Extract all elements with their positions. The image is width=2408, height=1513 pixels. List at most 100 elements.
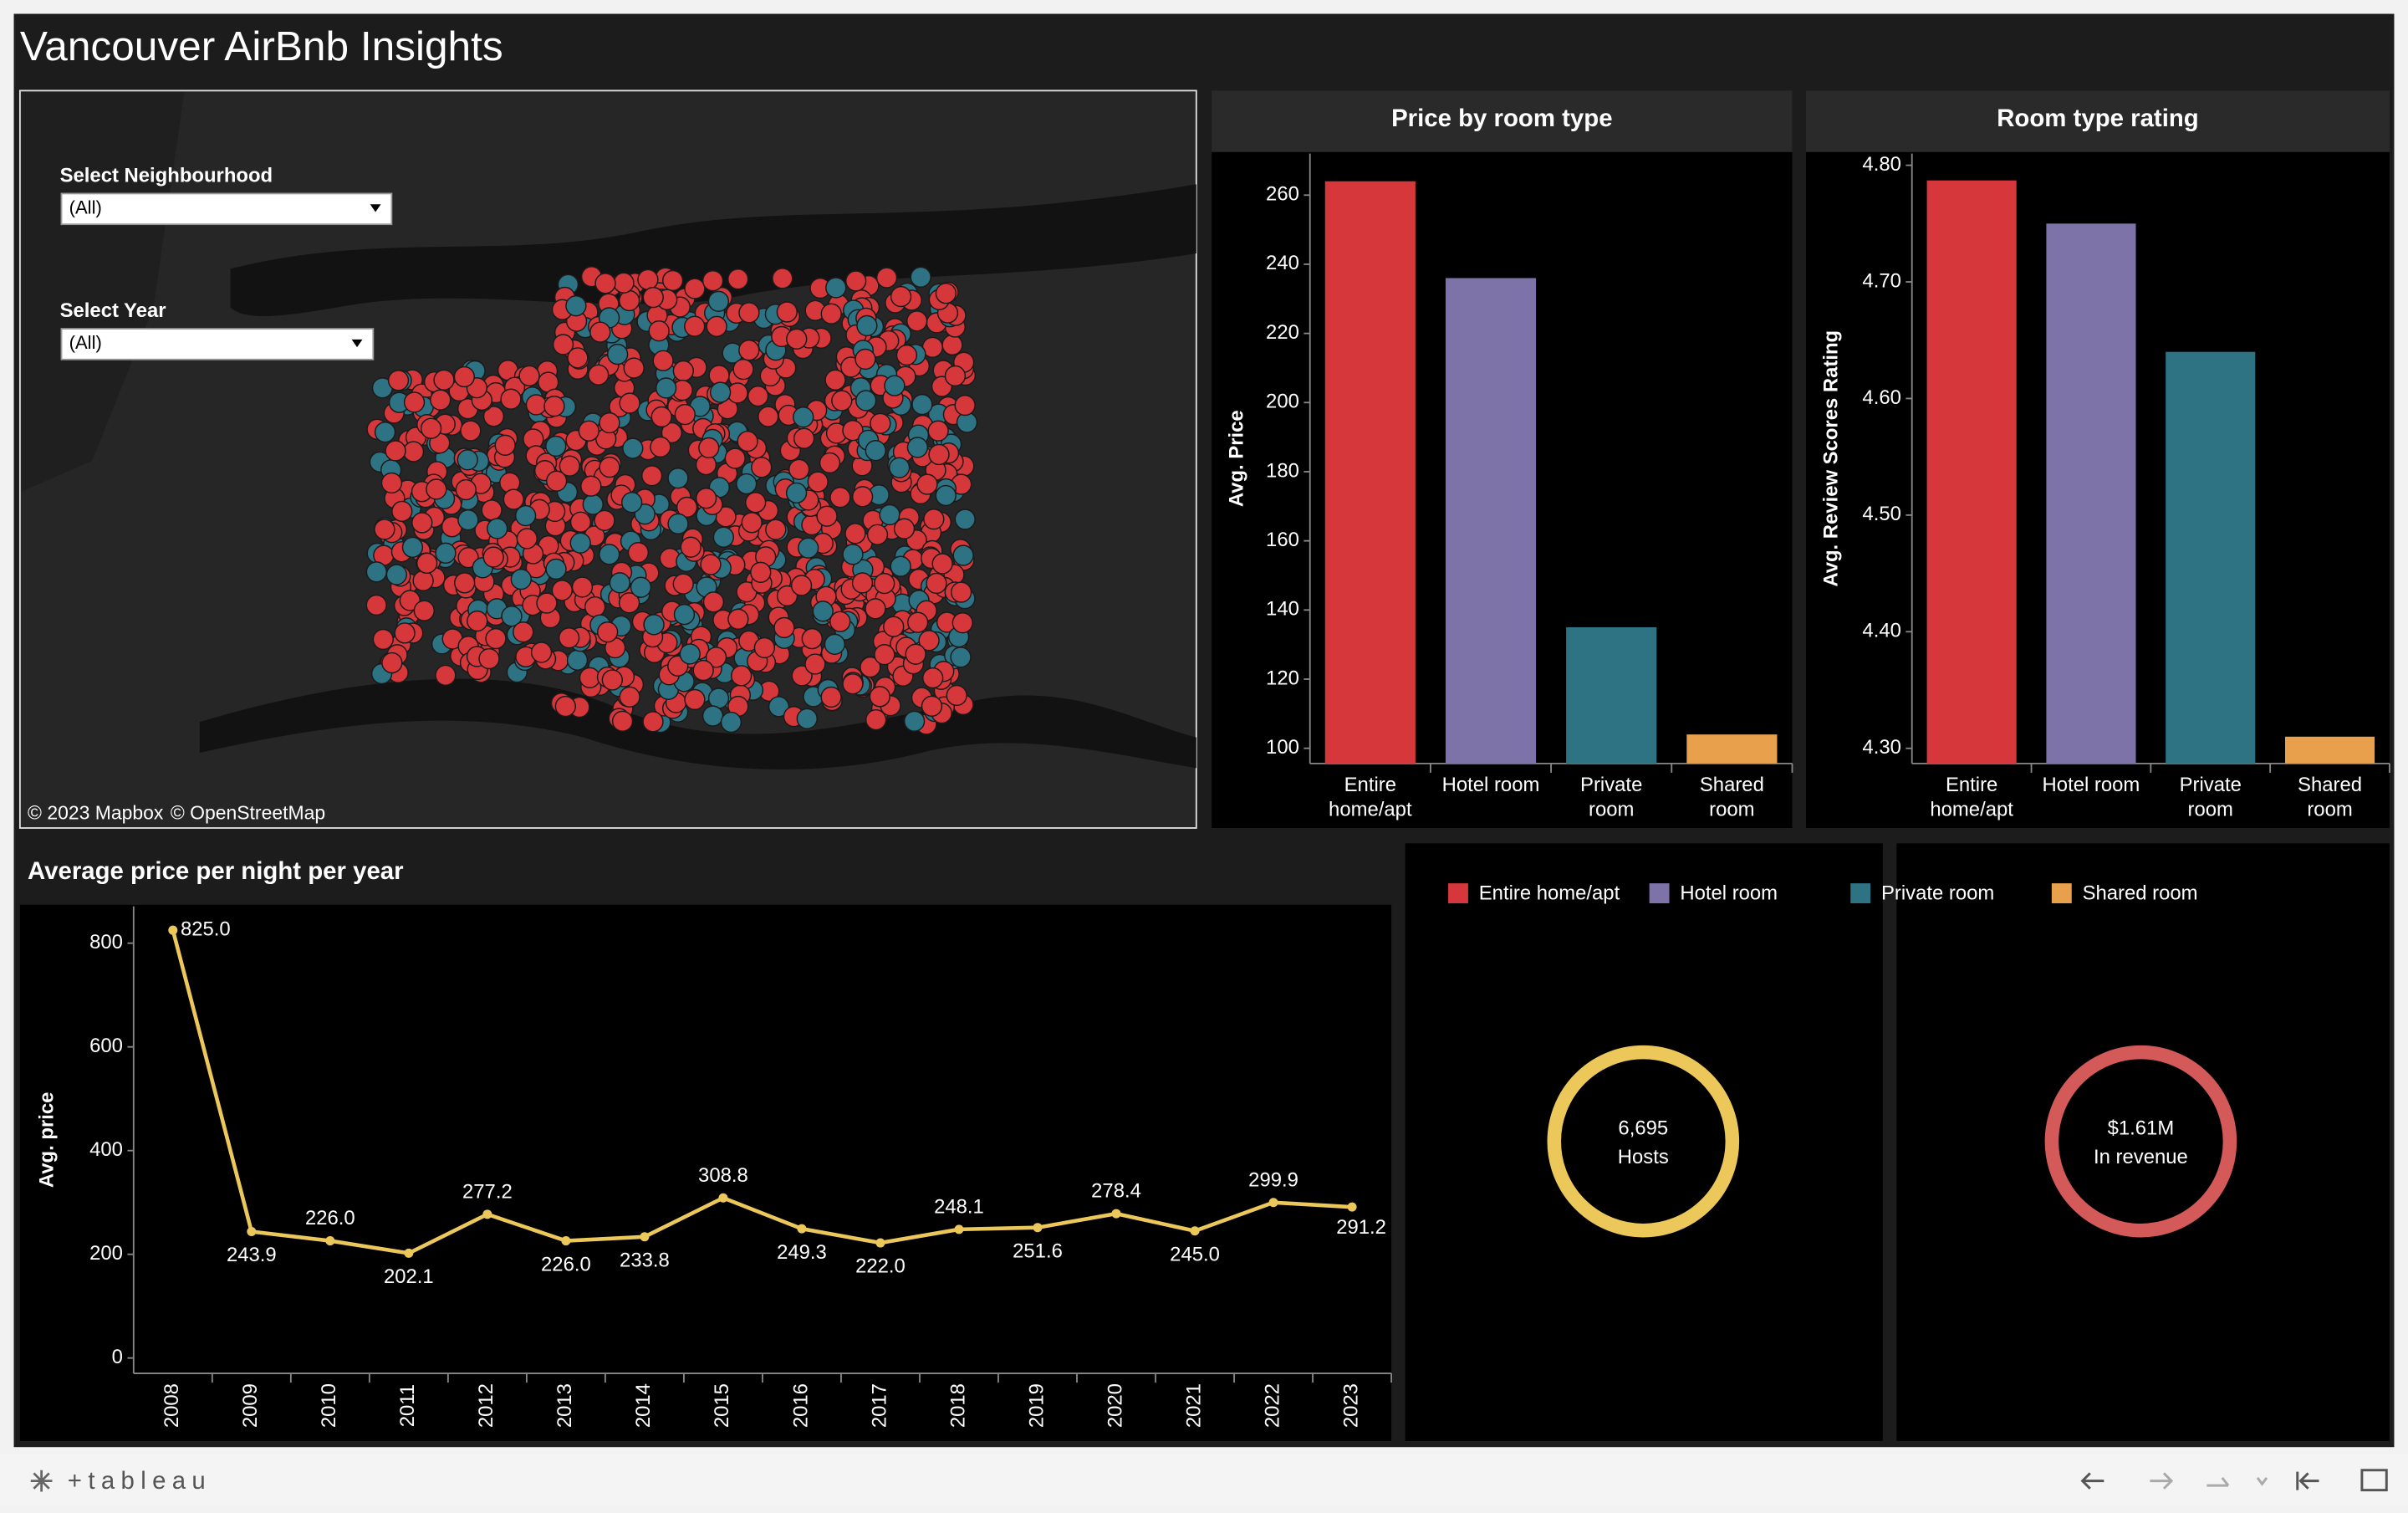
listing-dot [620, 492, 643, 514]
listing-dot [796, 708, 818, 729]
listing-dot [387, 370, 410, 391]
listing-dot [596, 621, 619, 643]
y-tick-label: 240 [1266, 252, 1299, 274]
listing-dot [946, 684, 967, 707]
legend-swatch [1649, 883, 1670, 904]
x-tick-label: 2020 [1104, 1383, 1126, 1428]
x-tick-label: Private room [1580, 772, 1643, 820]
listing-dot [467, 610, 488, 632]
listing-dot [747, 385, 769, 407]
listing-dot [829, 486, 851, 509]
dropdown[interactable] [60, 328, 375, 360]
listing-dot [895, 344, 918, 366]
kpi-value: $1.61M [2108, 1117, 2175, 1139]
listing-dot [501, 606, 523, 627]
listing-dot [599, 411, 620, 434]
inlet [230, 184, 1196, 316]
brand[interactable]: +tableau [68, 1467, 212, 1495]
listing-dot [951, 611, 973, 634]
listing-dot [430, 389, 452, 411]
listing-dot [606, 343, 629, 365]
listing-dot [503, 488, 524, 510]
dropdown-value[interactable]: (All) [69, 332, 102, 353]
listing-dot [829, 611, 851, 632]
y-tick-label: 100 [1266, 736, 1299, 759]
listing-dot [619, 392, 640, 414]
listing-dot [588, 364, 610, 386]
listing-dot [402, 441, 425, 463]
listing-dot [768, 696, 790, 718]
point [404, 1248, 414, 1258]
listing-dot [455, 478, 477, 501]
listing-dot [804, 653, 826, 675]
listing-dot [500, 388, 522, 410]
listing-dot [793, 406, 814, 428]
point [797, 1224, 807, 1234]
listing-dot [411, 512, 433, 534]
listing-dot [692, 659, 714, 682]
listing-dot [648, 320, 670, 342]
footer [0, 1453, 2408, 1506]
dropdown-value[interactable]: (All) [69, 197, 102, 218]
listing-dot [435, 664, 457, 687]
y-tick-label: 4.60 [1862, 386, 1900, 409]
listing-dot [394, 622, 416, 644]
value-label: 233.8 [620, 1249, 670, 1271]
listing-dot [869, 686, 890, 708]
filter-label: Select Year [60, 299, 166, 322]
y-tick-label: 4.50 [1862, 503, 1900, 525]
listing-dot [910, 266, 931, 288]
listing-dot [518, 365, 540, 387]
chart-title: Room type rating [1997, 105, 2199, 132]
listing-dot [744, 492, 767, 514]
listing-dot [866, 524, 889, 545]
y-tick-label: 800 [89, 931, 123, 953]
point [325, 1236, 335, 1246]
listing-dot [567, 347, 589, 369]
listing-dot [516, 528, 538, 549]
x-tick-label: 2013 [554, 1383, 576, 1428]
nav-icons[interactable] [2080, 1469, 2388, 1492]
listing-dot [736, 473, 758, 495]
dropdown-caret[interactable] [351, 339, 363, 348]
listing-dot [874, 572, 895, 595]
listing-dot [513, 621, 534, 643]
listing-dot [627, 542, 650, 564]
listing-dot [954, 509, 976, 530]
x-tick-label: Private room [2179, 772, 2242, 820]
listing-dot [667, 467, 689, 489]
x-tick-label: 2012 [475, 1383, 497, 1428]
point [1033, 1223, 1043, 1233]
listing-dot [661, 269, 684, 292]
listing-dot [391, 500, 413, 523]
listing-dot [569, 511, 592, 533]
river [199, 678, 1196, 770]
listing-dot [680, 536, 701, 558]
x-tick-label: 2021 [1182, 1383, 1205, 1428]
x-tick-label: Shared room [1699, 772, 1764, 820]
listing-dot [855, 390, 877, 411]
listing-dot [890, 555, 911, 577]
listing-dot [865, 440, 886, 462]
dropdown-caret[interactable] [370, 204, 381, 212]
listing-dot [622, 437, 644, 459]
listing-dot [707, 687, 730, 709]
listing-dot [618, 289, 640, 312]
listing-dot [482, 406, 505, 427]
listing-dot [812, 601, 834, 622]
listing-dot [720, 711, 742, 733]
listing-dot [875, 267, 898, 289]
dropdown[interactable] [60, 192, 393, 226]
listing-dot [931, 553, 953, 575]
listing-dot [732, 358, 754, 381]
listing-dot [701, 270, 724, 292]
listing-dot [672, 360, 694, 382]
legend-label: Private room [1881, 882, 1994, 904]
x-tick-label: 2019 [1025, 1383, 1048, 1428]
x-tick-label: 2018 [946, 1383, 969, 1428]
listing-dot [589, 321, 611, 343]
chart-title: Average price per night per year [28, 857, 404, 885]
listing-dot [674, 403, 696, 426]
